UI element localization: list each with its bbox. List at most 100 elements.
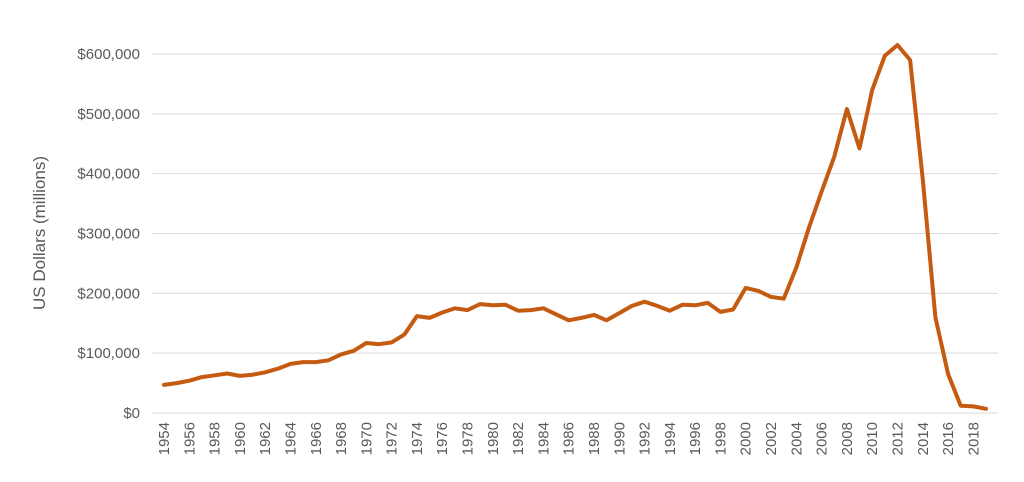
- data-point: [478, 302, 482, 306]
- x-tick-label: 1962: [257, 422, 274, 455]
- x-tick-label: 1996: [687, 422, 704, 455]
- data-point: [731, 307, 735, 311]
- data-point: [453, 306, 457, 310]
- x-tick-label: 2012: [889, 422, 906, 455]
- data-point: [883, 54, 887, 58]
- data-point: [946, 372, 950, 376]
- data-point: [516, 309, 520, 313]
- x-tick-label: 1994: [662, 422, 679, 455]
- data-point: [225, 372, 229, 376]
- data-point: [162, 383, 166, 387]
- y-tick-label: $100,000: [77, 345, 140, 362]
- data-point: [769, 295, 773, 299]
- x-tick-label: 1982: [510, 422, 527, 455]
- data-point: [592, 313, 596, 317]
- x-axis-tick-labels: 1954 1956 1958 1960 1962 1964 1966 1968 1970 1972…: [156, 422, 982, 455]
- data-point: [440, 310, 444, 314]
- x-tick-label: 1974: [409, 422, 426, 455]
- data-point: [326, 358, 330, 362]
- x-tick-label: 2004: [788, 422, 805, 455]
- data-point: [263, 370, 267, 374]
- x-tick-label: 1954: [156, 422, 173, 455]
- data-point: [933, 315, 937, 319]
- data-point: [617, 311, 621, 315]
- x-tick-label: 1968: [333, 422, 350, 455]
- data-point: [238, 374, 242, 378]
- x-tick-label: 1984: [535, 422, 552, 455]
- y-tick-label: $500,000: [77, 106, 140, 123]
- data-point: [579, 316, 583, 320]
- data-point: [756, 289, 760, 293]
- data-point: [377, 342, 381, 346]
- y-tick-label: $600,000: [77, 46, 140, 63]
- data-point: [352, 349, 356, 353]
- x-tick-label: 2016: [940, 422, 957, 455]
- x-tick-label: 1958: [207, 422, 224, 455]
- data-point: [832, 155, 836, 159]
- data-point: [187, 379, 191, 383]
- data-point: [718, 310, 722, 314]
- y-tick-label: $200,000: [77, 285, 140, 302]
- data-point: [794, 266, 798, 270]
- x-tick-label: 1990: [611, 422, 628, 455]
- data-point: [554, 312, 558, 316]
- x-tick-label: 1964: [282, 422, 299, 455]
- data-point: [428, 316, 432, 320]
- data-point: [984, 407, 988, 411]
- data-point: [820, 190, 824, 194]
- data-point: [415, 314, 419, 318]
- x-tick-label: 1970: [358, 422, 375, 455]
- data-point: [782, 297, 786, 301]
- x-tick-label: 2010: [864, 422, 881, 455]
- x-tick-label: 1998: [712, 422, 729, 455]
- x-tick-label: 1980: [485, 422, 502, 455]
- y-axis-title: US Dollars (millions): [30, 156, 49, 310]
- data-point: [908, 58, 912, 62]
- data-point: [693, 303, 697, 307]
- x-tick-label: 1986: [561, 422, 578, 455]
- data-point: [845, 107, 849, 111]
- x-tick-label: 2002: [763, 422, 780, 455]
- x-tick-label: 2000: [738, 422, 755, 455]
- data-point: [858, 147, 862, 151]
- x-tick-label: 1988: [586, 422, 603, 455]
- x-tick-label: 2018: [965, 422, 982, 455]
- data-point: [301, 360, 305, 364]
- series-line: [162, 43, 988, 411]
- series-group: [162, 43, 988, 411]
- data-point: [503, 303, 507, 307]
- data-point: [339, 352, 343, 356]
- x-tick-label: 1956: [181, 422, 198, 455]
- x-tick-label: 2014: [915, 422, 932, 455]
- y-axis-tick-labels: $0 $100,000 $200,000 $300,000 $400,000 $500,0…: [77, 46, 140, 422]
- data-point: [390, 340, 394, 344]
- x-tick-label: 2006: [814, 422, 831, 455]
- data-point: [680, 303, 684, 307]
- data-point: [175, 381, 179, 385]
- data-point: [200, 375, 204, 379]
- data-point: [655, 304, 659, 308]
- data-point: [288, 362, 292, 366]
- x-tick-label: 1992: [637, 422, 654, 455]
- gridlines: [152, 53, 998, 414]
- data-point: [807, 226, 811, 230]
- x-tick-label: 1978: [460, 422, 477, 455]
- data-point: [895, 43, 899, 47]
- data-point: [276, 367, 280, 371]
- x-tick-label: 1976: [434, 422, 451, 455]
- data-point: [567, 318, 571, 322]
- data-point: [402, 333, 406, 337]
- data-point: [605, 318, 609, 322]
- data-point: [959, 404, 963, 408]
- data-point: [466, 308, 470, 312]
- data-point: [744, 286, 748, 290]
- x-tick-label: 1960: [232, 422, 249, 455]
- x-tick-label: 2008: [839, 422, 856, 455]
- y-tick-label: $300,000: [77, 226, 140, 243]
- data-point: [971, 404, 975, 408]
- data-point: [491, 303, 495, 307]
- data-point: [668, 309, 672, 313]
- data-point: [870, 88, 874, 92]
- data-point: [364, 341, 368, 345]
